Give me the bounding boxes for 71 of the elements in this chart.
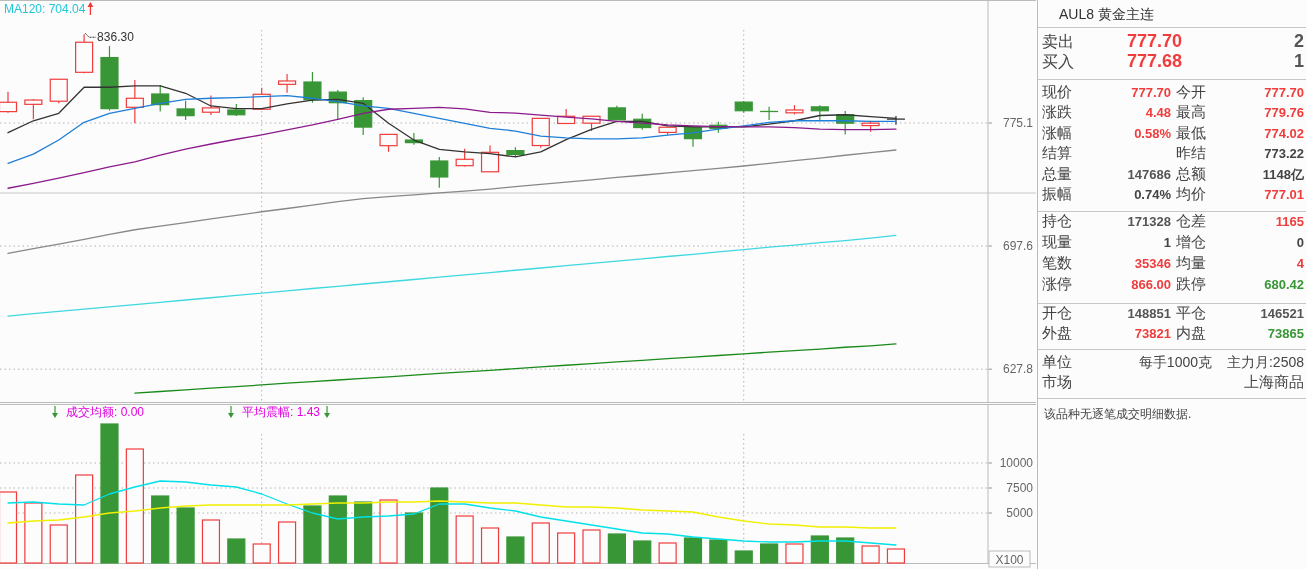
text: 777.68 bbox=[1126, 51, 1182, 71]
text: 1 bbox=[1293, 51, 1304, 71]
text: X100 bbox=[995, 553, 1024, 567]
text: 4 bbox=[1296, 256, 1305, 271]
text: 现价 bbox=[1042, 83, 1072, 100]
annotation: 836.30 bbox=[97, 30, 135, 45]
text: 2 bbox=[1293, 31, 1304, 51]
text: 今开 bbox=[1176, 83, 1206, 100]
annotation: 成交均额: 0.00 bbox=[66, 405, 145, 419]
text: 1148亿 bbox=[1262, 167, 1305, 182]
text: 涨跌 bbox=[1042, 103, 1072, 120]
annotation: MA120: 704.04 bbox=[4, 2, 86, 16]
text: 147686 bbox=[1127, 167, 1171, 182]
y-tick-label: 7500 bbox=[1006, 481, 1034, 495]
text: 现量 bbox=[1042, 233, 1072, 250]
text: 均量 bbox=[1175, 254, 1206, 271]
text: 866.00 bbox=[1131, 277, 1171, 292]
text: 最高 bbox=[1176, 103, 1206, 120]
text: 开仓 bbox=[1042, 304, 1072, 321]
text: 777.70 bbox=[1126, 31, 1182, 51]
text: 上海商品 bbox=[1244, 373, 1304, 390]
text: 779.76 bbox=[1264, 105, 1304, 120]
text: 1 bbox=[1163, 235, 1171, 250]
text: 仓差 bbox=[1176, 212, 1206, 229]
text: 73821 bbox=[1134, 326, 1171, 341]
text: 最低 bbox=[1176, 124, 1206, 141]
text: 外盘 bbox=[1042, 324, 1072, 341]
text: 跌停 bbox=[1176, 275, 1206, 292]
text: 平仓 bbox=[1176, 304, 1206, 321]
text: 结算 bbox=[1042, 144, 1072, 161]
text: 0.58% bbox=[1134, 126, 1172, 141]
text: 680.42 bbox=[1264, 277, 1304, 292]
text: 171328 bbox=[1127, 214, 1171, 229]
text: 单位 bbox=[1042, 353, 1072, 370]
y-tick-label: 10000 bbox=[999, 456, 1034, 470]
text: 73865 bbox=[1267, 326, 1304, 341]
text: 777.70 bbox=[1264, 85, 1304, 100]
annotation: 平均震幅: 1.43 bbox=[242, 405, 321, 419]
text: 涨幅 bbox=[1042, 124, 1072, 141]
text: 买入 bbox=[1042, 53, 1074, 70]
text: 1165 bbox=[1275, 214, 1304, 229]
text: 每手1000克 bbox=[1138, 354, 1212, 370]
text: 0 bbox=[1296, 235, 1304, 250]
text: 主力月:2508 bbox=[1226, 354, 1305, 370]
text: 增仓 bbox=[1175, 233, 1206, 250]
y-tick-label: 697.6 bbox=[1002, 239, 1034, 254]
text: 148851 bbox=[1127, 306, 1171, 321]
text: 该品种无逐笔成交明细数据. bbox=[1044, 407, 1192, 421]
text: 774.02 bbox=[1264, 126, 1304, 141]
y-tick-label: 5000 bbox=[1006, 506, 1034, 520]
text: 均价 bbox=[1175, 185, 1206, 202]
text: AUL8 黄金主连 bbox=[1059, 6, 1154, 22]
text: 4.48 bbox=[1145, 105, 1171, 120]
text: 总额 bbox=[1175, 165, 1206, 182]
text: 总量 bbox=[1041, 165, 1072, 182]
text: 笔数 bbox=[1042, 254, 1072, 271]
text: 卖出 bbox=[1042, 33, 1074, 50]
text: 777.70 bbox=[1131, 85, 1171, 100]
text: 0.74% bbox=[1134, 187, 1172, 202]
text: 777.01 bbox=[1264, 187, 1304, 202]
y-tick-label: 627.8 bbox=[1002, 362, 1034, 377]
text: 内盘 bbox=[1176, 324, 1206, 341]
text: 35346 bbox=[1134, 256, 1171, 271]
text: 市场 bbox=[1042, 373, 1072, 390]
y-tick-label: 775.1 bbox=[1002, 116, 1034, 131]
text: 振幅 bbox=[1042, 185, 1072, 202]
text: 146521 bbox=[1260, 306, 1304, 321]
text: 涨停 bbox=[1042, 275, 1072, 292]
text: 昨结 bbox=[1176, 144, 1206, 161]
text: 773.22 bbox=[1264, 146, 1304, 161]
text: 持仓 bbox=[1042, 212, 1072, 229]
